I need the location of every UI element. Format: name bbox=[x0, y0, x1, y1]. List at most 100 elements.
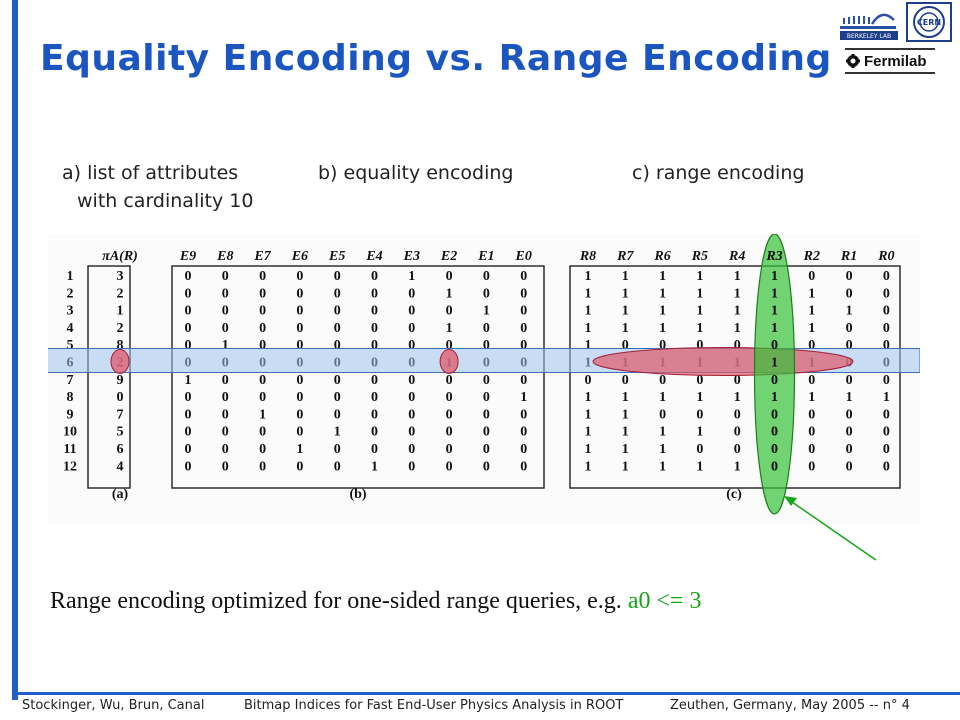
eq-bit: 0 bbox=[296, 321, 303, 336]
eq-bit: 0 bbox=[408, 338, 415, 353]
range-bit: 0 bbox=[846, 269, 853, 284]
eq-bit: 0 bbox=[259, 286, 266, 301]
attr-value: 2 bbox=[117, 286, 124, 301]
range-bit: 1 bbox=[659, 390, 666, 405]
eq-bit: 0 bbox=[222, 459, 229, 474]
range-bit: 1 bbox=[734, 321, 741, 336]
row-id: 9 bbox=[67, 407, 74, 422]
range-bit: 1 bbox=[585, 304, 592, 319]
lbl-logo-text: BERKELEY LAB bbox=[847, 33, 891, 40]
eq-bit: 0 bbox=[371, 425, 378, 440]
range-bit: 0 bbox=[883, 286, 890, 301]
range-header-R1: R1 bbox=[840, 249, 857, 264]
range-bit: 1 bbox=[585, 407, 592, 422]
attr-value: 9 bbox=[117, 373, 124, 388]
eq-bit: 0 bbox=[259, 459, 266, 474]
eq-header-E0: E0 bbox=[515, 249, 532, 264]
range-bit: 0 bbox=[808, 459, 815, 474]
panel-label-a: (a) bbox=[112, 487, 129, 502]
range-bit: 0 bbox=[846, 338, 853, 353]
range-bit: 1 bbox=[659, 304, 666, 319]
note-text: Range encoding optimized for one-sided r… bbox=[50, 588, 628, 614]
eq-bit: 0 bbox=[296, 425, 303, 440]
eq-bit: 0 bbox=[259, 269, 266, 284]
eq-bit: 0 bbox=[371, 286, 378, 301]
eq-bit: 0 bbox=[483, 407, 490, 422]
panel-a-frame bbox=[87, 265, 131, 489]
eq-bit: 0 bbox=[334, 286, 341, 301]
range-bit: 0 bbox=[846, 321, 853, 336]
eq-bit: 0 bbox=[222, 425, 229, 440]
range-bit: 0 bbox=[883, 269, 890, 284]
range-bit: 1 bbox=[808, 390, 815, 405]
eq-bit: 0 bbox=[371, 390, 378, 405]
row-id: 3 bbox=[67, 304, 74, 319]
range-bit: 0 bbox=[696, 407, 703, 422]
row-id: 7 bbox=[67, 373, 74, 388]
range-header-R7: R7 bbox=[616, 249, 634, 264]
eq-bit: 0 bbox=[222, 373, 229, 388]
eq-bit: 0 bbox=[520, 425, 527, 440]
range-bit: 0 bbox=[734, 407, 741, 422]
range-bit: 1 bbox=[846, 304, 853, 319]
eq-bit: 1 bbox=[446, 321, 453, 336]
range-bit: 1 bbox=[696, 304, 703, 319]
row-id: 8 bbox=[67, 390, 74, 405]
eq-bit: 0 bbox=[520, 321, 527, 336]
eq-bit: 0 bbox=[446, 390, 453, 405]
range-bit: 1 bbox=[622, 442, 629, 457]
footer-rule bbox=[12, 692, 960, 695]
eq-bit: 0 bbox=[259, 442, 266, 457]
range-bit: 0 bbox=[883, 373, 890, 388]
eq-bit: 0 bbox=[408, 286, 415, 301]
fermilab-logo: Fermilab bbox=[845, 48, 935, 74]
eq-bit: 0 bbox=[446, 269, 453, 284]
range-bit: 1 bbox=[585, 459, 592, 474]
eq-bit: 0 bbox=[259, 425, 266, 440]
panel-c-frame bbox=[569, 265, 901, 489]
eq-header-E8: E8 bbox=[216, 249, 233, 264]
range-bit: 1 bbox=[585, 390, 592, 405]
range-bit: 0 bbox=[808, 373, 815, 388]
range-bit: 0 bbox=[883, 321, 890, 336]
eq-header-E6: E6 bbox=[291, 249, 308, 264]
eq-bit: 0 bbox=[483, 286, 490, 301]
row-id: 1 bbox=[67, 269, 74, 284]
eq-bit: 0 bbox=[371, 338, 378, 353]
attr-value: 1 bbox=[117, 304, 124, 319]
row-id: 4 bbox=[67, 321, 74, 336]
footer-talk-title: Bitmap Indices for Fast End-User Physics… bbox=[244, 698, 624, 713]
range-column-bit: 0 bbox=[771, 373, 778, 388]
eq-bit: 0 bbox=[408, 442, 415, 457]
query-example: a0 <= 3 bbox=[627, 588, 702, 614]
range-bit: 1 bbox=[696, 286, 703, 301]
berkeley-lab-logo: BERKELEY LAB bbox=[838, 8, 900, 42]
range-bit: 1 bbox=[622, 390, 629, 405]
range-column-bit: 0 bbox=[771, 425, 778, 440]
range-bit: 0 bbox=[808, 269, 815, 284]
eq-bit: 0 bbox=[371, 407, 378, 422]
range-bit: 1 bbox=[734, 286, 741, 301]
range-bit: 1 bbox=[659, 269, 666, 284]
eq-bit: 0 bbox=[334, 459, 341, 474]
attr-value: 6 bbox=[117, 442, 124, 457]
range-bit: 1 bbox=[585, 286, 592, 301]
eq-bit: 0 bbox=[483, 459, 490, 474]
eq-bit: 0 bbox=[222, 286, 229, 301]
eq-bit: 0 bbox=[222, 442, 229, 457]
eq-bit: 1 bbox=[408, 269, 415, 284]
range-bit: 0 bbox=[846, 459, 853, 474]
eq-bit: 0 bbox=[446, 407, 453, 422]
range-encoding-note: Range encoding optimized for one-sided r… bbox=[50, 588, 702, 615]
selected-value-oval bbox=[110, 349, 130, 374]
eq-bit: 0 bbox=[483, 425, 490, 440]
range-bit: 1 bbox=[622, 407, 629, 422]
range-column-oval bbox=[753, 233, 796, 515]
range-bit: 1 bbox=[622, 286, 629, 301]
range-column-bit: 1 bbox=[771, 286, 778, 301]
eq-bit: 0 bbox=[222, 390, 229, 405]
eq-bit: 0 bbox=[446, 304, 453, 319]
range-bit: 0 bbox=[734, 373, 741, 388]
eq-header-E2: E2 bbox=[440, 249, 457, 264]
eq-header-E1: E1 bbox=[477, 249, 494, 264]
